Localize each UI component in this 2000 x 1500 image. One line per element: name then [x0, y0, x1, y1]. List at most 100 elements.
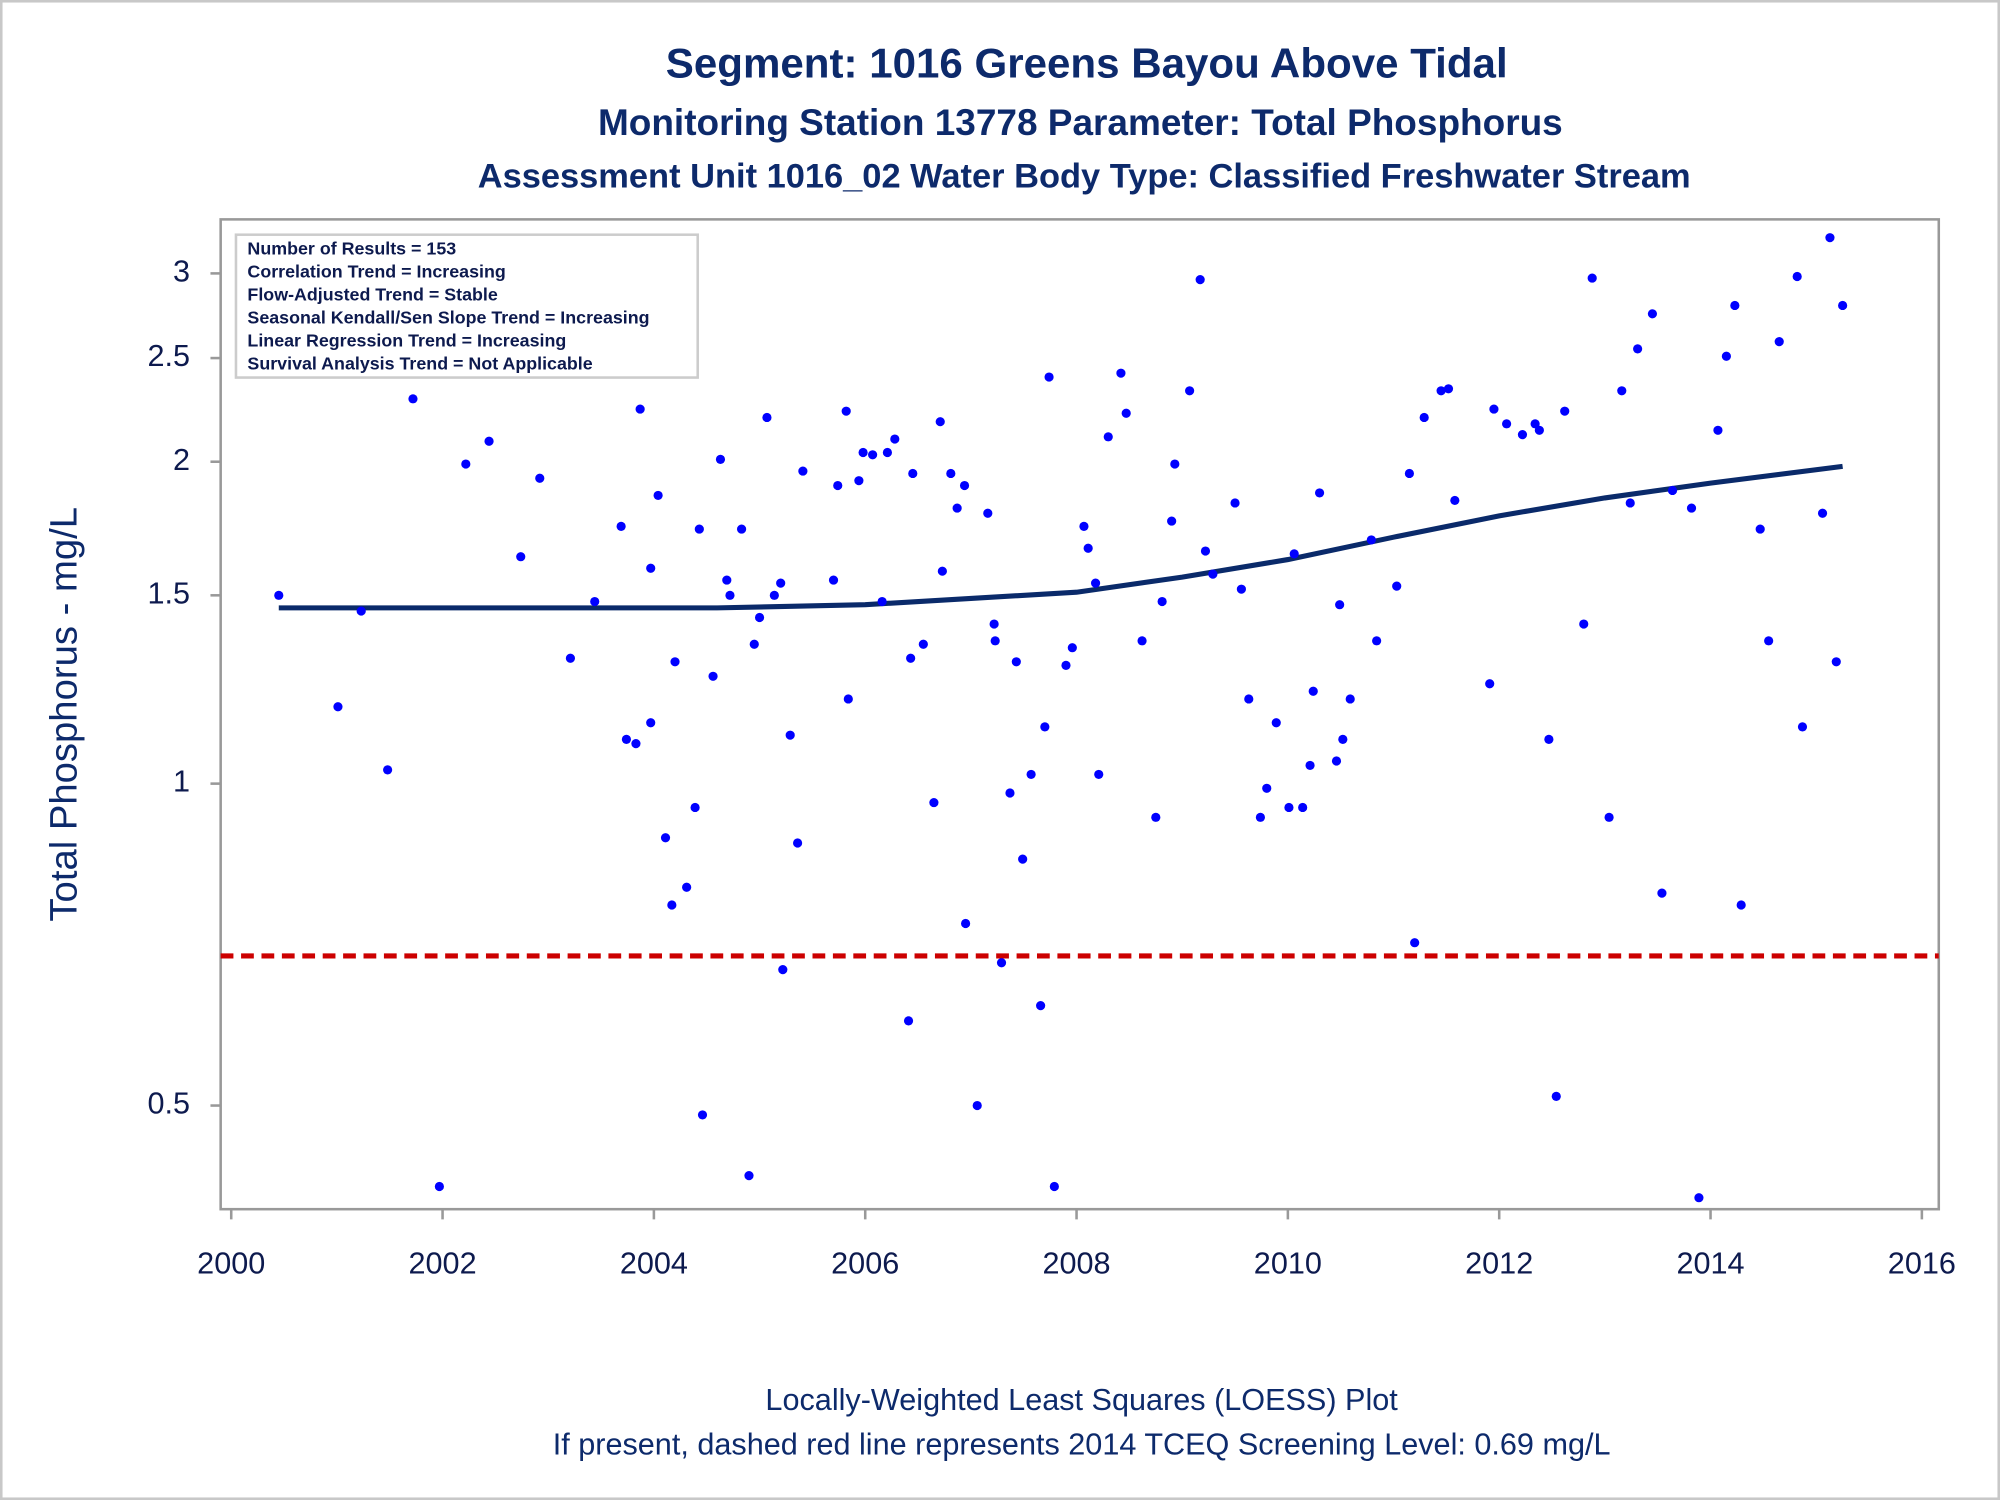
data-point: [1502, 419, 1512, 429]
data-point: [1005, 788, 1015, 798]
data-point: [1271, 718, 1281, 728]
x-tick-label: 2002: [409, 1246, 477, 1280]
data-point: [682, 882, 692, 892]
data-point: [1067, 643, 1077, 653]
data-point: [798, 466, 808, 476]
data-point: [1625, 498, 1635, 508]
data-point: [929, 797, 939, 808]
annotation: Linear Regression Trend = Increasing: [247, 331, 566, 351]
data-point: [653, 490, 663, 501]
data-point: [908, 468, 918, 479]
y-tick-label: 3: [173, 254, 190, 288]
data-point: [1604, 812, 1614, 822]
data-point: [882, 447, 893, 458]
data-point: [1167, 516, 1177, 526]
chart-subtitle: Assessment Unit 1016_02 Water Body Type:…: [478, 158, 1691, 196]
data-point: [1485, 679, 1495, 689]
data-point: [333, 702, 343, 712]
data-point: [1404, 468, 1414, 479]
data-point: [744, 1171, 754, 1181]
data-point: [697, 1110, 708, 1120]
data-point: [1544, 734, 1554, 744]
x-tick-label: 2000: [197, 1246, 265, 1280]
data-point: [646, 718, 656, 728]
data-point: [841, 406, 851, 416]
data-point: [1018, 854, 1028, 864]
data-point: [918, 639, 928, 649]
data-point: [1185, 386, 1195, 396]
data-point: [631, 739, 641, 749]
data-point: [946, 468, 956, 479]
data-point: [1208, 569, 1218, 579]
data-point: [1298, 802, 1308, 813]
data-point: [1686, 503, 1697, 513]
data-point: [828, 575, 839, 585]
data-point: [1262, 783, 1272, 793]
data-point: [1121, 408, 1131, 418]
footnote: If present, dashed red line represents 2…: [553, 1428, 1611, 1462]
data-point: [1817, 508, 1828, 518]
data-point: [1443, 384, 1454, 394]
data-point: [990, 636, 1000, 646]
y-tick-label: 1: [173, 765, 190, 799]
data-point: [1551, 1091, 1561, 1101]
data-point: [989, 619, 999, 629]
data-point: [833, 480, 843, 491]
data-point: [590, 596, 600, 607]
data-point: [1137, 636, 1147, 646]
data-point: [461, 459, 471, 469]
data-point: [274, 590, 284, 600]
data-point: [1419, 412, 1429, 423]
data-point: [484, 436, 494, 446]
data-point: [646, 563, 656, 573]
data-point: [1587, 273, 1597, 283]
data-point: [1792, 271, 1802, 282]
data-point: [1079, 521, 1089, 531]
data-point: [1838, 300, 1848, 311]
data-point: [1230, 498, 1240, 508]
data-point: [858, 447, 868, 458]
data-point: [694, 524, 704, 534]
data-point: [1713, 425, 1723, 435]
data-point: [616, 521, 626, 531]
data-point: [1116, 368, 1126, 378]
data-point: [1244, 694, 1254, 704]
data-point: [565, 653, 576, 663]
data-point: [1534, 425, 1544, 435]
data-point: [1200, 546, 1211, 556]
data-point: [1308, 686, 1318, 696]
data-point: [635, 404, 645, 414]
data-point: [1044, 372, 1054, 382]
data-point: [1305, 760, 1315, 771]
data-point: [1338, 734, 1348, 744]
data-point: [1284, 802, 1294, 813]
data-point: [1797, 722, 1808, 732]
data-point: [769, 590, 779, 600]
y-tick-label: 1.5: [147, 576, 190, 610]
trend-line: [278, 463, 1843, 611]
data-point: [1647, 309, 1658, 319]
footnote: Locally-Weighted Least Squares (LOESS) P…: [765, 1383, 1398, 1417]
data-point: [776, 578, 786, 588]
data-point: [1011, 657, 1021, 667]
data-point: [667, 900, 677, 910]
data-point: [1314, 488, 1325, 498]
data-point: [708, 671, 718, 681]
data-point: [1755, 524, 1765, 534]
data-point: [1040, 722, 1050, 732]
data-point: [1517, 430, 1528, 440]
data-point: [434, 1181, 444, 1192]
data-point: [621, 734, 632, 744]
data-point: [1657, 888, 1667, 898]
x-tick-label: 2010: [1254, 1246, 1322, 1280]
data-point: [903, 1016, 914, 1026]
data-point: [1236, 584, 1246, 594]
data-point: [1255, 812, 1265, 822]
y-axis-label: Total Phosphorus - mg/L: [42, 507, 85, 922]
data-point: [1083, 543, 1093, 553]
data-point: [356, 606, 366, 616]
x-tick-label: 2004: [620, 1246, 688, 1280]
data-point: [1170, 459, 1180, 469]
annotation: Number of Results = 153: [247, 239, 456, 259]
data-point: [1489, 404, 1499, 414]
